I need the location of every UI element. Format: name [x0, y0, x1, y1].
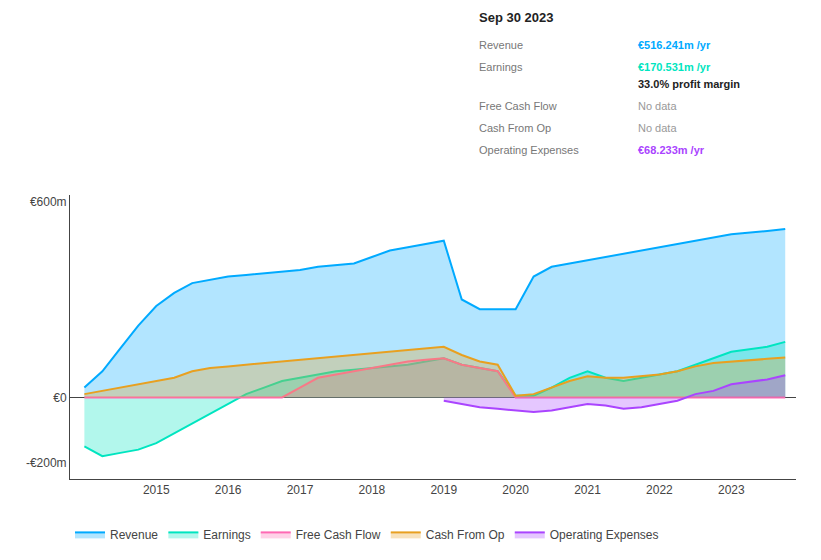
svg-text:Revenue: Revenue [479, 39, 523, 51]
svg-text:2017: 2017 [287, 483, 314, 497]
svg-text:2019: 2019 [430, 483, 457, 497]
svg-text:2018: 2018 [359, 483, 386, 497]
svg-text:2021: 2021 [574, 483, 601, 497]
svg-text:Earnings: Earnings [479, 61, 523, 73]
svg-text:€600m: €600m [30, 195, 67, 209]
svg-text:No data: No data [638, 122, 677, 134]
svg-text:Operating Expenses: Operating Expenses [550, 528, 659, 542]
svg-text:No data: No data [638, 100, 677, 112]
svg-text:Free Cash Flow: Free Cash Flow [296, 528, 381, 542]
svg-text:Earnings: Earnings [203, 528, 250, 542]
svg-text:2015: 2015 [143, 483, 170, 497]
svg-text:Free Cash Flow: Free Cash Flow [479, 100, 557, 112]
svg-text:33.0% profit margin: 33.0% profit margin [638, 78, 740, 90]
svg-text:€0: €0 [53, 391, 67, 405]
svg-text:2020: 2020 [502, 483, 529, 497]
svg-text:2016: 2016 [215, 483, 242, 497]
svg-text:Cash From Op: Cash From Op [479, 122, 551, 134]
svg-text:€170.531m /yr: €170.531m /yr [638, 61, 711, 73]
svg-text:2023: 2023 [718, 483, 745, 497]
svg-text:Revenue: Revenue [110, 528, 158, 542]
svg-text:€516.241m /yr: €516.241m /yr [638, 39, 711, 51]
svg-text:€68.233m /yr: €68.233m /yr [638, 144, 705, 156]
svg-text:2022: 2022 [646, 483, 673, 497]
svg-text:Sep 30 2023: Sep 30 2023 [479, 10, 553, 25]
svg-text:Operating Expenses: Operating Expenses [479, 144, 579, 156]
svg-text:Cash From Op: Cash From Op [426, 528, 505, 542]
svg-text:-€200m: -€200m [26, 456, 67, 470]
